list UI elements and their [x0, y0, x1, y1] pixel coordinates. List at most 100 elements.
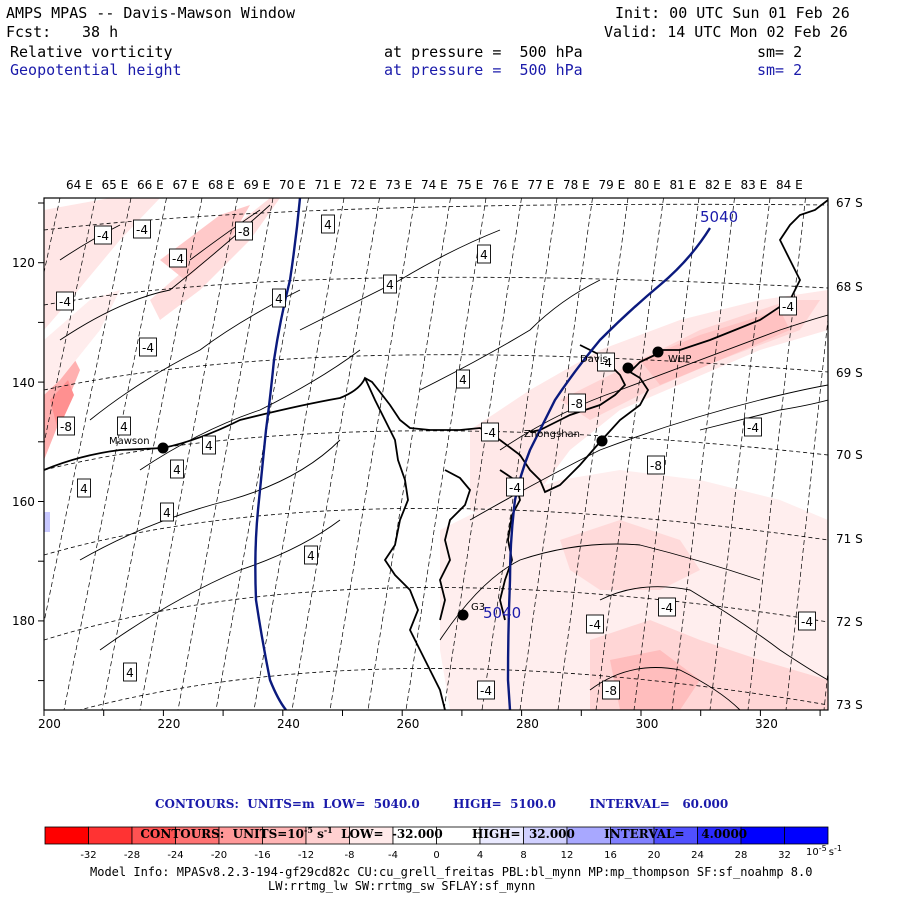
model-info-line2: LW:rrtmg_lw SW:rrtmg_sw SFLAY:sf_mynn [268, 879, 536, 893]
vorticity-labels: -4 -4 4 -8 -4 4 -4 4 4 -4 4 4 -8 4 -4 4 -4 4 4 4 -8 -4 -4 -8 -4 -… [56, 214, 816, 700]
svg-text:-4: -4 [589, 618, 601, 632]
colorbar-label: 28 [735, 850, 748, 861]
vorticity-contour-label: -4 [477, 680, 495, 700]
vorticity-contour-info: CONTOURS: UNITS=10-5 s-1 LOW= -32.000 HI… [132, 811, 747, 841]
svg-text:4: 4 [307, 549, 315, 563]
svg-text:-8: -8 [605, 684, 617, 698]
station-whp: WHP [652, 346, 691, 365]
station-g3: G3 [457, 602, 485, 621]
colorbar-label: -20 [211, 850, 227, 861]
left-y-axis-labels: 120 140 160 180 [12, 256, 35, 628]
x-tick-label: 240 [277, 717, 300, 731]
field1-level: at pressure = 500 hPa [384, 43, 583, 61]
vorticity-contour-label: 4 [383, 274, 397, 294]
colorbar-label: 20 [648, 850, 661, 861]
vorticity-contour-label: 4 [77, 478, 91, 498]
vorticity-contour-label: -4 [506, 477, 524, 497]
lat-label: 69 S [836, 366, 863, 380]
colorbar-label: 8 [520, 850, 526, 861]
lon-label: 78 E [563, 178, 590, 192]
lon-label: 80 E [634, 178, 661, 192]
chart-title: AMPS MPAS -- Davis-Mawson Window [6, 4, 295, 22]
x-tick-label: 220 [158, 717, 181, 731]
lon-label: 67 E [173, 178, 200, 192]
colorbar-label: -8 [345, 850, 355, 861]
colorbar-swatch [740, 826, 785, 845]
svg-text:-4: -4 [782, 300, 794, 314]
vort-units-s: s [312, 827, 324, 841]
svg-text:4: 4 [275, 292, 283, 306]
field2-level: at pressure = 500 hPa [384, 61, 583, 79]
colorbar-label: -28 [124, 850, 140, 861]
lon-label: 75 E [457, 178, 484, 192]
colorbar-label: 12 [561, 850, 574, 861]
vort-units-exp: -5 [304, 825, 313, 835]
svg-text:4: 4 [173, 463, 181, 477]
svg-text:4: 4 [163, 506, 171, 520]
colorbar-label: -24 [167, 850, 183, 861]
vorticity-contour-label: 4 [160, 502, 174, 522]
y-tick-label: 180 [12, 614, 35, 628]
svg-text:Zhongshan: Zhongshan [524, 429, 580, 440]
height-contour-info: CONTOURS: UNITS=m LOW= 5040.0 HIGH= 5100… [155, 797, 729, 811]
svg-text:G3: G3 [471, 602, 485, 613]
svg-text:-4: -4 [172, 252, 184, 266]
svg-text:-4: -4 [59, 295, 71, 309]
y-tick-label: 160 [12, 495, 35, 509]
vorticity-contour-label: -4 [586, 614, 604, 634]
lon-label: 66 E [137, 178, 164, 192]
svg-text:4: 4 [386, 278, 394, 292]
lon-label: 77 E [528, 178, 555, 192]
vorticity-contour-label: 4 [170, 459, 184, 479]
vorticity-contour-label: -8 [602, 680, 620, 700]
field1-smooth: sm= 2 [757, 43, 803, 61]
field2-smooth: sm= 2 [757, 61, 803, 79]
lon-label: 76 E [492, 178, 519, 192]
svg-text:4: 4 [480, 248, 488, 262]
lon-label: 83 E [741, 178, 768, 192]
lat-label: 67 S [836, 196, 863, 210]
svg-text:-4: -4 [747, 421, 759, 435]
bottom-x-axis-labels: 200 220 240 260 280 300 320 [38, 717, 778, 731]
lon-label: 79 E [599, 178, 626, 192]
vorticity-contour-label: -4 [481, 422, 499, 442]
svg-text:-4: -4 [600, 356, 612, 370]
height-label: 5040 [700, 208, 738, 226]
map-plot-area: -4 -4 4 -8 -4 4 -4 4 4 -4 4 4 -8 4 -4 4 -4 4 4 4 -8 -4 -4 -8 -4 -… [44, 198, 828, 710]
lat-label: 73 S [836, 698, 863, 712]
vorticity-contour-label: 4 [272, 288, 286, 308]
vorticity-contour-label: 4 [123, 662, 137, 682]
x-tick-label: 260 [397, 717, 420, 731]
svg-text:-8: -8 [60, 420, 72, 434]
svg-text:4: 4 [120, 420, 128, 434]
svg-text:4: 4 [324, 218, 332, 232]
vorticity-contour-label: 4 [477, 244, 491, 264]
colorbar-label: 4 [477, 850, 483, 861]
svg-text:-4: -4 [509, 481, 521, 495]
forecast-label: Fcst: [6, 23, 52, 41]
lon-label: 82 E [705, 178, 732, 192]
colorbar-label: 0 [433, 850, 439, 861]
vorticity-contour-label: 4 [117, 416, 131, 436]
lat-label: 71 S [836, 532, 863, 546]
vorticity-contour-label: 4 [456, 369, 470, 389]
lon-label: 70 E [279, 178, 306, 192]
svg-text:WHP: WHP [668, 354, 691, 365]
vorticity-contour-label: -8 [57, 416, 75, 436]
lon-label: 84 E [776, 178, 803, 192]
vorticity-contour-label: -8 [647, 455, 665, 475]
x-tick-label: 300 [636, 717, 659, 731]
svg-text:4: 4 [205, 439, 213, 453]
svg-text:-8: -8 [238, 225, 250, 239]
height-label: 5040 [483, 604, 521, 622]
svg-text:4: 4 [126, 666, 134, 680]
vorticity-shading [44, 198, 828, 710]
lat-label: 68 S [836, 280, 863, 294]
svg-text:Davis: Davis [580, 354, 608, 365]
svg-text:-4: -4 [142, 341, 154, 355]
lon-label: 73 E [386, 178, 413, 192]
top-longitude-labels: 64 E 65 E 66 E 67 E 68 E 69 E 70 E 71 E 72 E 73 E… [66, 178, 803, 192]
colorbar-swatch [784, 826, 829, 845]
x-tick-label: 320 [755, 717, 778, 731]
